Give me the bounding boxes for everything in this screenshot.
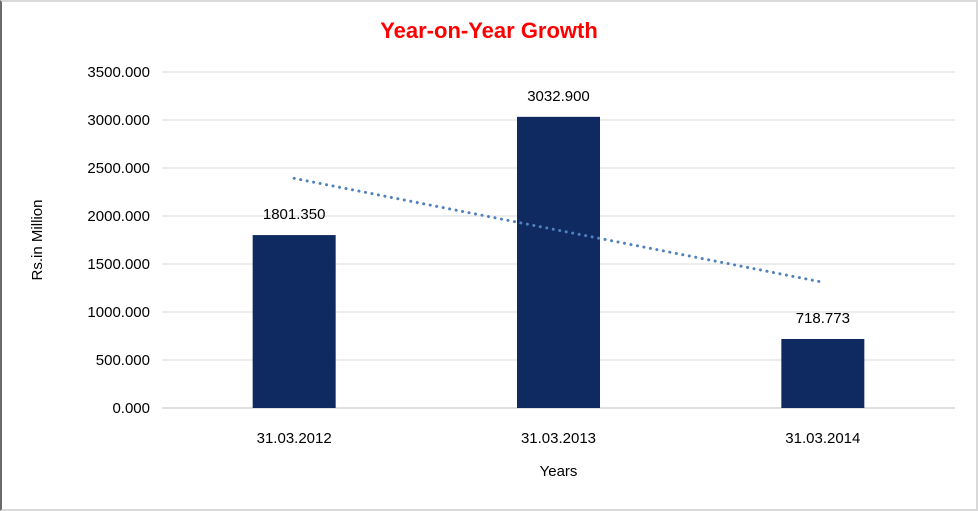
bar[interactable] [517, 116, 600, 408]
x-axis-title: Years [539, 463, 578, 480]
x-category-label: 31.03.2012 [257, 430, 332, 447]
y-tick-label: 2500.000 [87, 160, 150, 177]
trendline [292, 176, 825, 284]
bar[interactable] [252, 235, 336, 408]
y-tick-label: 3000.000 [87, 112, 150, 129]
y-tick-label: 1000.000 [87, 304, 150, 321]
bar-data-label: 3032.900 [527, 88, 590, 105]
bar-data-label: 718.773 [796, 310, 850, 327]
chart-title: Year-on-Year Growth [380, 18, 598, 43]
x-category-label: 31.03.2014 [785, 430, 860, 447]
x-category-label: 31.03.2013 [521, 430, 596, 447]
bar[interactable] [781, 338, 865, 408]
y-tick-label: 500.000 [96, 352, 150, 369]
y-tick-label: 1500.000 [87, 256, 150, 273]
y-tick-label: 0.000 [112, 400, 150, 417]
y-axis-title: Rs.in Million [29, 199, 46, 281]
y-tick-label: 3500.000 [87, 64, 150, 81]
y-tick-label: 2000.000 [87, 208, 150, 225]
bar-data-label: 1801.350 [263, 206, 326, 223]
